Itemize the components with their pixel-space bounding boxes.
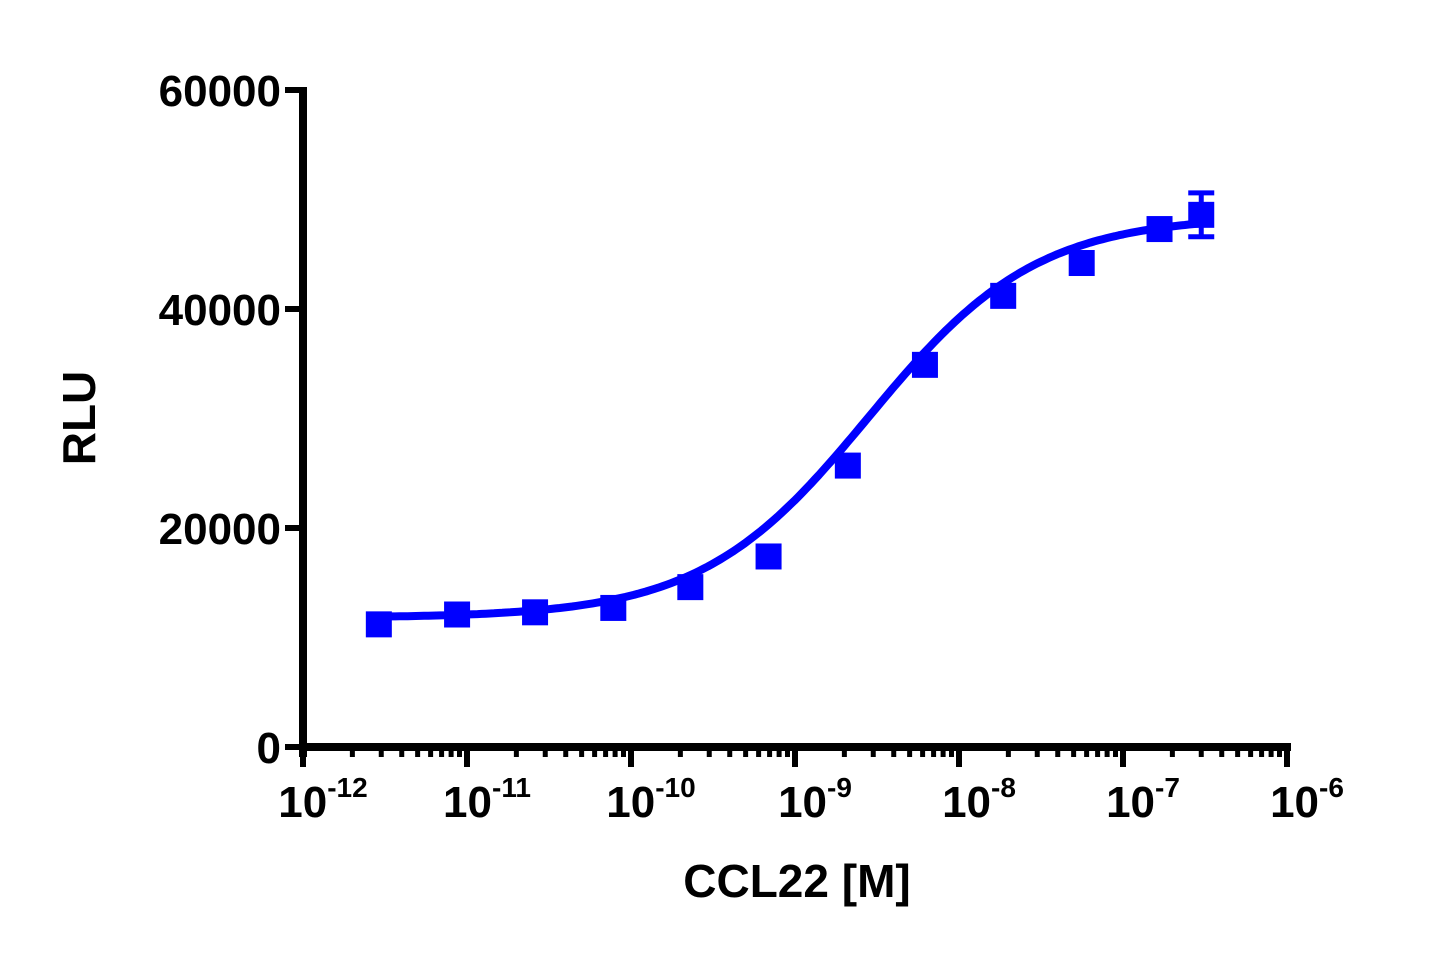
y-axis-title: RLU <box>53 371 105 466</box>
y-tick-label: 20000 <box>159 505 281 554</box>
y-axis: 0 20000 40000 60000 <box>159 67 307 773</box>
data-point-square <box>755 543 782 570</box>
data-point-square <box>677 574 704 601</box>
data-point-square <box>1146 216 1173 243</box>
x-tick-label: 10-8 <box>942 772 1016 827</box>
y-tick-label: 60000 <box>159 67 281 116</box>
data-point-square <box>600 594 627 621</box>
data-point-square <box>911 351 938 378</box>
x-tick-label: 10-7 <box>1106 772 1180 827</box>
x-axis-title: CCL22 [M] <box>683 855 910 907</box>
data-point-square <box>834 452 861 479</box>
data-point-square <box>1068 250 1095 277</box>
y-tick-label: 40000 <box>159 286 281 335</box>
x-tick-label: 10-9 <box>778 772 852 827</box>
plot-area <box>365 190 1215 638</box>
x-tick-label: 10-11 <box>443 772 531 827</box>
fit-curve <box>378 219 1202 621</box>
data-point-square <box>522 599 549 626</box>
data-point-square <box>365 611 392 638</box>
x-tick-label: 10-6 <box>1270 772 1344 827</box>
x-tick-label: 10-10 <box>606 772 695 827</box>
data-point-square <box>990 282 1017 309</box>
data-point-square <box>1188 201 1215 228</box>
data-point-square <box>444 601 471 628</box>
x-tick-label: 10-12 <box>278 772 367 827</box>
x-axis: 10-12 10-11 10-10 10-9 10-8 10-7 10-6 <box>278 743 1344 827</box>
y-tick-label: 0 <box>257 724 281 773</box>
